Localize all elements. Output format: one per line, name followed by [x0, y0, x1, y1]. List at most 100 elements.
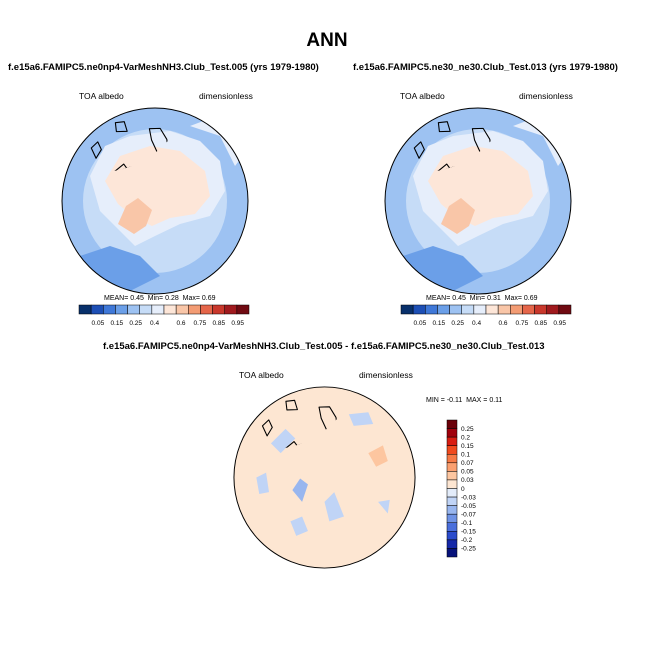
panel-2-max-value: 0.69	[523, 295, 538, 302]
figure-title: ANN	[306, 30, 348, 51]
colorbar-swatch	[446, 454, 458, 464]
colorbar-tick-label: 0.1	[461, 452, 470, 459]
panel-2-polar-map	[384, 107, 572, 295]
colorbar-swatch	[446, 479, 458, 489]
colorbar-swatch	[546, 304, 560, 315]
coastline	[413, 141, 425, 159]
greenland-albedo-region	[441, 198, 475, 234]
negative-difference-region	[378, 499, 390, 514]
panel-1-mean-label: MEAN=	[104, 295, 129, 302]
colorbar-swatch	[446, 539, 458, 549]
colorbar-swatch	[461, 304, 475, 315]
coastline	[437, 121, 451, 133]
colorbar-swatch	[78, 304, 92, 315]
panel-2-max-label: Max=	[504, 295, 522, 302]
colorbar-tick-label: -0.07	[461, 511, 476, 518]
colorbar-swatch	[236, 304, 250, 315]
negative-difference-region	[292, 478, 308, 502]
panel-2-variable-label: TOA albedo	[400, 91, 445, 101]
colorbar-swatch	[412, 304, 426, 315]
map-border	[384, 107, 572, 295]
colorbar-swatch	[473, 304, 487, 315]
colorbar-tick-label: 0.95	[231, 320, 244, 327]
colorbar-tick-label: 0.05	[461, 469, 474, 476]
colorbar-tick-label: -0.1	[461, 520, 473, 527]
colorbar-tick-label: -0.25	[461, 546, 476, 553]
colorbar-tick-label: 0.4	[150, 320, 159, 327]
colorbar-swatch	[534, 304, 547, 315]
colorbar-tick-label: 0.2	[461, 434, 470, 441]
panel-3-colorbar: 0.250.20.150.10.070.050.030-0.03-0.05-0.…	[446, 419, 476, 558]
colorbar-tick-label: 0.15	[461, 443, 474, 450]
colorbar-swatch	[446, 462, 458, 472]
colorbar-swatch	[127, 304, 140, 315]
panel-1-units-label: dimensionless	[199, 91, 253, 101]
panel-1-min-value: 0.28	[165, 295, 179, 302]
panel-3-polar-map	[233, 386, 416, 569]
map-fill-layer	[233, 386, 416, 569]
colorbar-swatch	[522, 304, 535, 315]
colorbar-swatch	[449, 304, 462, 315]
colorbar-swatch	[224, 304, 238, 315]
colorbar-tick-label: 0.6	[176, 320, 185, 327]
negative-difference-region	[348, 412, 374, 426]
panel-1-min-label: Min=	[147, 295, 164, 302]
panel-1-mean-value: 0.45	[130, 295, 144, 302]
positive-difference-region	[368, 445, 388, 467]
colorbar-swatch	[139, 304, 153, 315]
panel-1-stats: MEAN= 0.45 Min= 0.28 Max= 0.69	[104, 295, 216, 302]
colorbar-tick-label: 0.4	[472, 320, 481, 327]
panel-1-title: f.e15a6.FAMIPC5.ne0np4-VarMeshNH3.Club_T…	[8, 62, 319, 73]
colorbar-tick-label: 0.05	[414, 320, 427, 327]
map-fill-layer	[62, 108, 248, 294]
panel-2-colorbar: 0.05 0.15 0.25 0.4 0.6 0.75 0.85 0.95	[400, 304, 572, 327]
colorbar-tick-label: 0.85	[534, 320, 547, 327]
panel-2-stats: MEAN= 0.45 Min= 0.31 Max= 0.69	[426, 295, 538, 302]
colorbar-swatch	[446, 505, 458, 515]
colorbar-tick-label: 0.85	[212, 320, 225, 327]
colorbar-swatch	[188, 304, 201, 315]
colorbar-tick-label: 0.15	[432, 320, 445, 327]
map-fill-layer	[385, 108, 571, 294]
colorbar-tick-label: -0.15	[461, 529, 476, 536]
colorbar-tick-label: 0.25	[451, 320, 464, 327]
colorbar-tick-label: 0.6	[498, 320, 507, 327]
colorbar-tick-label: 0.15	[110, 320, 123, 327]
colorbar-swatch	[446, 445, 458, 455]
coastline	[261, 419, 273, 437]
colorbar-swatch	[446, 419, 458, 429]
negative-difference-region	[270, 428, 296, 454]
colorbar-swatch	[200, 304, 213, 315]
map-border	[233, 386, 416, 569]
colorbar-swatch	[446, 471, 458, 481]
colorbar-swatch	[510, 304, 523, 315]
colorbar-swatch	[446, 488, 458, 498]
panel-3-max-value: 0.11	[489, 397, 503, 404]
negative-difference-region	[256, 472, 269, 495]
panel-3-title: f.e15a6.FAMIPC5.ne0np4-VarMeshNH3.Club_T…	[103, 341, 545, 352]
colorbar-tick-label: 0.75	[194, 320, 207, 327]
colorbar-swatch	[103, 304, 116, 315]
colorbar-tick-label: 0.03	[461, 477, 474, 484]
coastline	[90, 141, 102, 159]
colorbar-swatch	[446, 513, 458, 523]
panel-3-units-label: dimensionless	[359, 370, 413, 380]
coastline	[114, 121, 128, 133]
colorbar-tick-label: 0.07	[461, 460, 474, 467]
colorbar-tick-label: 0.95	[553, 320, 566, 327]
colorbar-tick-label: 0.25	[461, 426, 474, 433]
colorbar-swatch	[497, 304, 511, 315]
colorbar-tick-label: 0	[461, 486, 465, 493]
colorbar-swatch	[163, 304, 177, 315]
panel-2-min-value: 0.31	[487, 295, 501, 302]
panel-1-colorbar: 0.05 0.15 0.25 0.4 0.6 0.75 0.85 0.95	[78, 304, 250, 327]
panel-2-title: f.e15a6.FAMIPC5.ne30_ne30.Club_Test.013 …	[353, 62, 618, 73]
colorbar-swatch	[446, 548, 458, 558]
panel-3-stats: MIN = -0.11 MAX = 0.11	[426, 397, 502, 404]
colorbar-tick-label: -0.2	[461, 537, 473, 544]
panel-1-max-label: Max=	[182, 295, 200, 302]
colorbar-tick-label: -0.03	[461, 494, 476, 501]
colorbar-swatch	[485, 304, 499, 315]
colorbar-tick-label: 0.25	[129, 320, 142, 327]
panel-3-min-value: -0.11	[446, 397, 463, 404]
